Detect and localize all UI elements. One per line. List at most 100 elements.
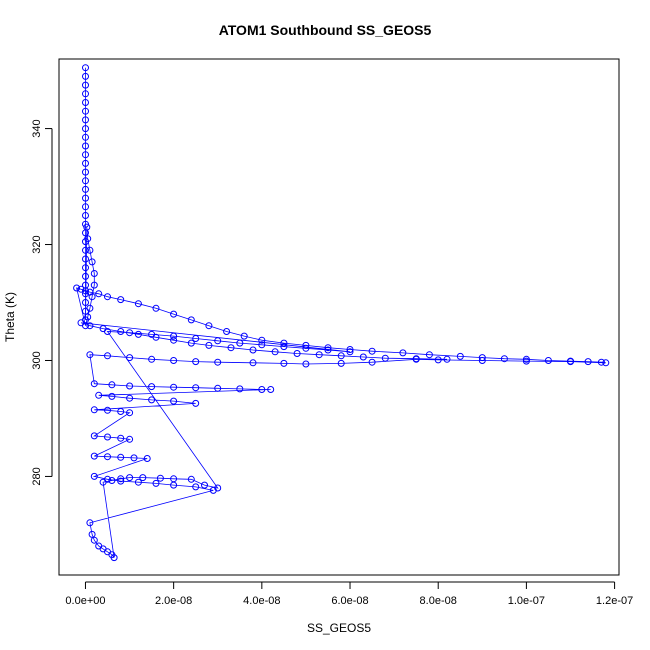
data-point: [126, 474, 134, 482]
data-point: [280, 339, 288, 347]
data-point: [130, 454, 138, 462]
data-point: [82, 90, 89, 98]
data-point: [192, 483, 200, 491]
data-point: [249, 359, 257, 367]
data-point: [82, 264, 89, 272]
data-point: [368, 358, 376, 366]
data-point: [117, 408, 125, 415]
x-tick-label: 1.2e-07: [596, 595, 633, 607]
data-point: [249, 346, 257, 354]
data-point: [280, 343, 288, 351]
y-tick-label: 340: [31, 119, 43, 137]
data-point: [258, 341, 266, 349]
data-point: [110, 554, 118, 562]
data-point: [86, 288, 94, 296]
data-point: [170, 310, 178, 318]
data-point: [602, 359, 610, 367]
data-point: [302, 344, 310, 352]
data-point: [187, 339, 195, 347]
data-point: [95, 290, 103, 298]
data-point: [77, 285, 85, 293]
x-axis: 0.0e+00 2.0e-08 4.0e-08 6.0e-08 8.0e-08 1.0e-…: [65, 581, 633, 607]
data-point: [324, 346, 332, 354]
data-point: [82, 299, 89, 306]
data-point: [90, 281, 98, 289]
data-point: [597, 358, 605, 366]
data-point: [82, 99, 89, 106]
data-point: [126, 382, 134, 390]
data-point: [82, 64, 89, 72]
data-point: [346, 346, 354, 353]
data-point: [90, 432, 98, 440]
data-point: [324, 344, 332, 352]
data-point: [88, 530, 96, 538]
data-point: [134, 300, 142, 308]
data-point: [240, 332, 248, 340]
data-point: [117, 453, 125, 461]
data-point: [223, 328, 231, 335]
data-point: [104, 293, 111, 301]
data-point: [337, 352, 345, 360]
x-tick-label: 2.0e-08: [155, 595, 192, 607]
data-point: [82, 194, 89, 202]
x-tick-label: 4.0e-08: [243, 595, 280, 607]
data-point: [108, 381, 116, 389]
data-point: [90, 270, 98, 277]
data-point: [170, 357, 178, 364]
data-point: [478, 357, 486, 364]
data-point: [82, 287, 89, 295]
data-point: [117, 328, 125, 335]
data-point: [99, 478, 107, 486]
data-point: [90, 380, 98, 388]
data-point: [315, 351, 323, 359]
data-point: [425, 351, 433, 359]
y-axis: 280 300 320 340: [31, 119, 53, 486]
x-tick-label: 6.0e-08: [331, 595, 368, 607]
data-point: [236, 385, 244, 393]
data-point: [82, 185, 89, 193]
data-point: [214, 358, 222, 366]
data-point: [187, 475, 195, 483]
data-point: [152, 333, 160, 341]
data-point: [82, 151, 89, 159]
data-point: [293, 350, 301, 357]
data-point: [134, 478, 142, 486]
data-point: [73, 284, 81, 292]
plot-area: [73, 64, 610, 562]
data-point: [134, 330, 142, 338]
data-point: [90, 406, 98, 414]
data-point: [192, 358, 200, 366]
data-point: [82, 203, 89, 211]
data-point: [82, 255, 89, 263]
data-point: [399, 349, 407, 357]
data-point: [456, 352, 464, 360]
data-point: [108, 392, 116, 400]
data-point: [82, 125, 89, 133]
data-point: [187, 316, 195, 324]
data-point: [170, 397, 178, 405]
y-axis-label: Theta (K): [3, 292, 17, 342]
data-point: [152, 479, 160, 487]
chart-title: ATOM1 Southbound SS_GEOS5: [219, 22, 432, 38]
data-point: [302, 360, 310, 368]
data-point: [500, 355, 508, 363]
y-tick-label: 320: [31, 235, 43, 253]
data-point: [126, 354, 134, 362]
data-point: [83, 223, 91, 231]
data-point: [82, 159, 89, 167]
plot-frame: [58, 58, 620, 576]
data-point: [117, 475, 125, 483]
data-point: [258, 386, 266, 393]
data-point: [214, 484, 222, 492]
data-point: [82, 246, 89, 254]
x-tick-label: 8.0e-08: [420, 595, 457, 607]
data-point: [567, 358, 574, 366]
data-point: [236, 339, 244, 347]
data-point: [214, 384, 222, 392]
data-point: [82, 212, 89, 219]
data-point: [82, 81, 89, 89]
y-tick-label: 280: [31, 467, 43, 485]
data-point: [478, 354, 486, 362]
